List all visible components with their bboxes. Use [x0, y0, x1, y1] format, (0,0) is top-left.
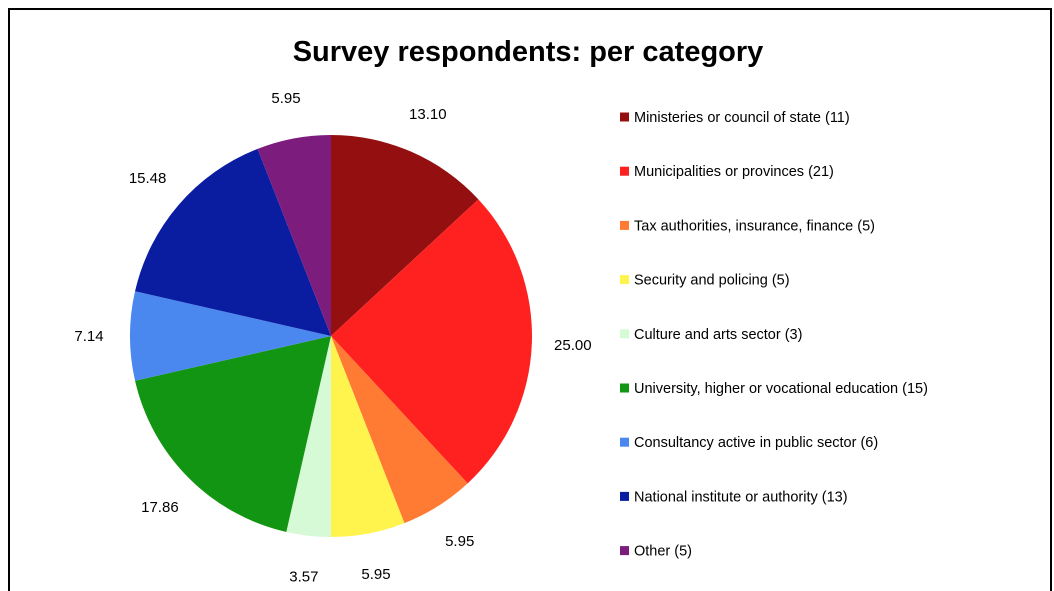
legend-label: National institute or authority (13) [634, 489, 848, 505]
legend-label: Tax authorities, insurance, finance (5) [634, 218, 875, 234]
legend-label: Consultancy active in public sector (6) [634, 435, 878, 451]
slice-value-label: 5.95 [271, 90, 300, 107]
legend-swatch [620, 437, 629, 447]
slice-value-label: 7.14 [74, 328, 103, 345]
legend-label: Other (5) [634, 544, 692, 560]
legend-swatch [620, 220, 629, 230]
pie-slice [135, 148, 331, 336]
pie-slice [130, 291, 331, 381]
legend-label: Security and policing (5) [634, 273, 790, 289]
legend-label: University, higher or vocational educati… [634, 381, 928, 397]
legend-swatch [620, 546, 629, 556]
legend-label: Culture and arts sector (3) [634, 327, 802, 343]
legend-swatch [620, 491, 629, 501]
legend-swatch [620, 112, 629, 122]
legend-swatch [620, 329, 629, 339]
pie-slice [331, 336, 468, 524]
slice-value-label: 3.57 [289, 569, 318, 586]
pie-slices [130, 135, 532, 537]
pie-slice [286, 336, 331, 537]
pie-slice [257, 135, 331, 336]
legend-swatch [620, 166, 629, 176]
slice-value-label: 15.48 [129, 170, 167, 187]
legend-swatch [620, 383, 629, 393]
slice-value-label: 13.10 [409, 106, 447, 123]
slice-value-label: 17.86 [141, 499, 179, 516]
legend: Ministeries or council of state (11) Muni… [620, 110, 928, 560]
slice-value-label: 25.00 [554, 337, 592, 354]
chart-title: Survey respondents: per category [293, 36, 764, 68]
pie-chart: Survey respondents: per category 13.10 25… [74, 36, 928, 586]
data-labels: 13.10 25.00 5.95 5.95 3.57 17.86 7.14 15.48 5.95 [74, 90, 591, 585]
legend-label: Municipalities or provinces (21) [634, 164, 834, 180]
slice-value-label: 5.95 [361, 566, 390, 583]
pie-slice [135, 336, 331, 532]
pie-slice [331, 199, 532, 484]
legend-label: Ministeries or council of state (11) [634, 110, 850, 126]
pie-slice [331, 336, 405, 537]
legend-swatch [620, 275, 629, 285]
chart-frame: Survey respondents: per category 13.10 25… [8, 8, 1052, 591]
slice-value-label: 5.95 [445, 533, 474, 550]
pie-slice [331, 135, 479, 336]
